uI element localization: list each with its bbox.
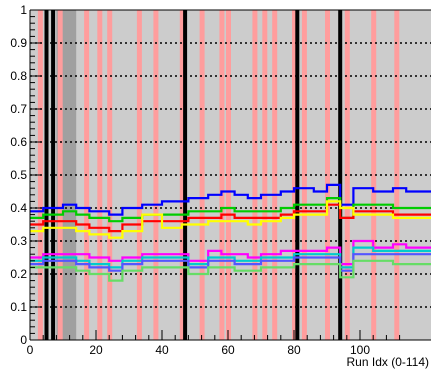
y-tick-label-5: 0.5 <box>10 168 27 182</box>
x-tick-label-5: 100 <box>350 343 370 357</box>
x-tick-label-2: 40 <box>155 343 169 357</box>
pink-marker-16 <box>325 10 330 340</box>
x-axis-label: Run Idx (0-114) <box>347 355 429 369</box>
y-tick-label-0: 0 <box>20 333 27 347</box>
y-tick-label-7: 0.7 <box>10 102 27 116</box>
y-tick-label-3: 0.3 <box>10 234 27 248</box>
pink-marker-14 <box>292 10 297 340</box>
y-tick-label-9: 0.9 <box>10 36 27 50</box>
series-line-0 <box>30 183 431 216</box>
pink-marker-7 <box>179 10 185 340</box>
series-line-4 <box>30 239 431 266</box>
pink-marker-11 <box>252 10 258 340</box>
pink-marker-17 <box>344 10 350 340</box>
x-tick-label-3: 60 <box>221 343 235 357</box>
pink-marker-5 <box>136 10 142 340</box>
y-tick-label-6: 0.6 <box>10 135 27 149</box>
pink-marker-18 <box>371 10 377 340</box>
y-tick-label-4: 0.4 <box>10 201 27 215</box>
y-tick-label-10: 1 <box>20 3 27 17</box>
pink-marker-12 <box>262 10 268 340</box>
pink-marker-13 <box>272 10 278 340</box>
pink-marker-15 <box>301 10 307 340</box>
black-marker-3 <box>295 10 300 340</box>
series-line-2 <box>30 203 431 233</box>
series-line-5 <box>30 246 431 269</box>
x-tick-label-0: 0 <box>27 343 34 357</box>
pink-marker-3 <box>97 10 103 340</box>
series-line-7 <box>30 259 431 282</box>
x-tick-label-4: 80 <box>287 343 301 357</box>
pink-marker-8 <box>199 10 205 340</box>
pink-marker-4 <box>107 10 113 340</box>
series-line-3 <box>30 200 431 239</box>
black-marker-1 <box>51 10 56 340</box>
y-tick-label-2: 0.2 <box>10 267 27 281</box>
y-tick-label-1: 0.1 <box>10 300 27 314</box>
x-tick-label-1: 20 <box>89 343 103 357</box>
pink-marker-10 <box>226 10 231 340</box>
y-tick-label-8: 0.8 <box>10 69 27 83</box>
